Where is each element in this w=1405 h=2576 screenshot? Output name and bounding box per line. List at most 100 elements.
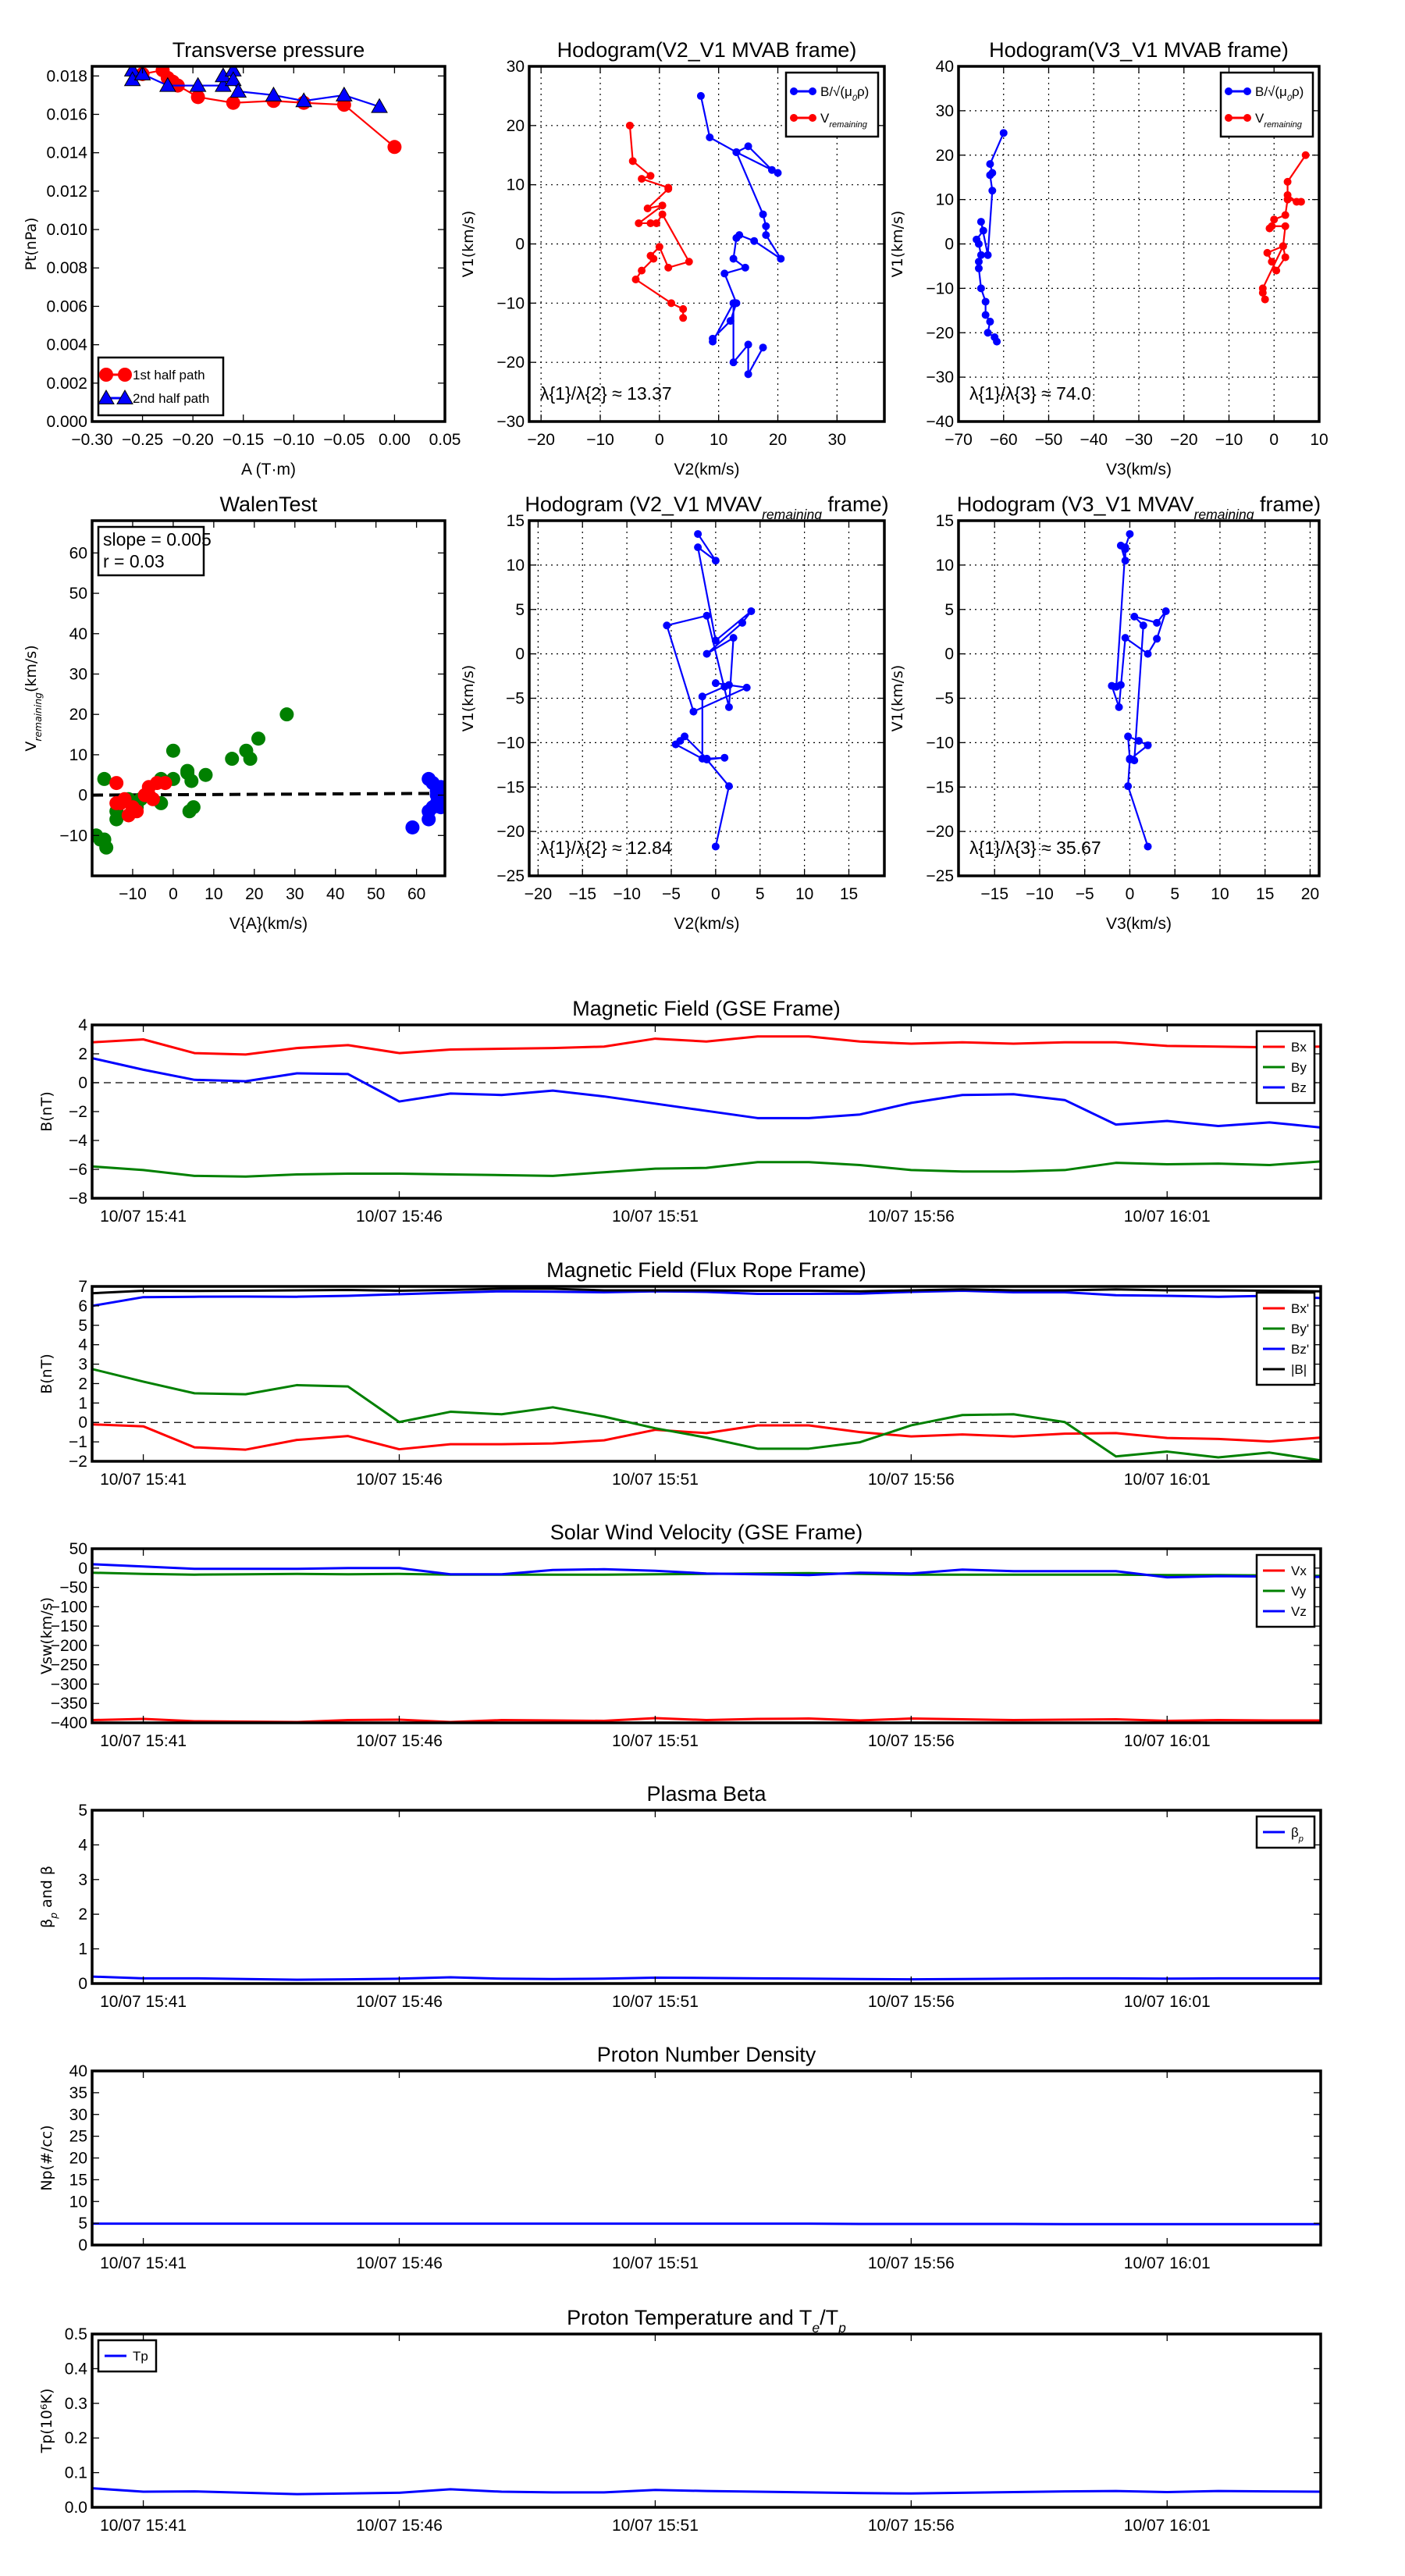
x-tick-label: 10 <box>710 431 727 449</box>
x-tick-label: 10/07 15:46 <box>356 1208 443 1226</box>
y-tick-label: 0.008 <box>46 259 87 277</box>
data-point-dot <box>720 753 729 762</box>
legend-label: By <box>1291 1060 1307 1075</box>
y-tick-label: −10 <box>926 734 954 752</box>
data-point-dot <box>664 263 673 272</box>
data-point-dot <box>646 172 655 180</box>
series-line-1 <box>92 1368 1321 1461</box>
data-point-dot <box>1116 681 1125 689</box>
data-point-dot <box>1281 222 1289 230</box>
data-point-dot <box>694 543 702 552</box>
y-tick-label: −20 <box>926 823 954 841</box>
data-point-circle <box>99 840 114 855</box>
data-point-dot <box>1153 635 1161 643</box>
axes-frame <box>91 1547 1322 1724</box>
x-tick-label: 10/07 16:01 <box>1124 2517 1211 2535</box>
data-point-triangle <box>265 86 283 101</box>
data-point-dot <box>1283 177 1292 186</box>
data-point-dot <box>679 304 688 313</box>
data-point-dot <box>759 343 767 352</box>
chart-title: Proton Temperature and Te/Tp <box>567 2306 846 2336</box>
data-point-dot <box>711 679 720 688</box>
data-point-dot <box>696 91 705 100</box>
plasma-beta-plot-area <box>92 1975 1321 1981</box>
eigenvalue-ratio-annotation: λ{1}/λ{3} ≈ 35.67 <box>969 838 1101 858</box>
y-tick-label: 0.000 <box>46 413 87 431</box>
data-point-dot <box>679 314 688 322</box>
hodogram-v2-v1-mvab-chart: −20 −10 0 10 20 30−30−20−100102030Hodogram(V2… <box>460 38 886 479</box>
x-tick-label: −15 <box>980 885 1008 903</box>
x-axis-label: V3(km/s) <box>1106 461 1172 479</box>
x-tick-label: 10/07 16:01 <box>1124 1208 1211 1226</box>
x-tick-label: 0 <box>711 885 720 903</box>
legend-label: B/√(μ0ρ) <box>820 84 869 103</box>
legend-label: Vz <box>1291 1604 1307 1619</box>
data-point-dot <box>774 169 782 177</box>
data-point-dot <box>1272 266 1281 275</box>
y-tick-label: 0 <box>78 1074 87 1092</box>
data-point-dot <box>694 530 702 539</box>
y-tick-label: −10 <box>496 734 525 752</box>
data-point-dot <box>1144 741 1152 749</box>
legend-label: Tp <box>133 2349 148 2364</box>
y-tick-label: −5 <box>935 690 954 708</box>
y-tick-label: −150 <box>51 1617 87 1635</box>
data-point-dot <box>729 254 738 263</box>
legend-marker <box>98 389 115 404</box>
x-tick-label: 20 <box>245 885 263 903</box>
y-tick-label: 0.4 <box>65 2360 88 2378</box>
data-point-dot <box>643 205 652 212</box>
y-tick-label: 10 <box>507 176 525 194</box>
x-tick-label: 0.00 <box>379 431 411 449</box>
data-point-triangle <box>335 86 353 101</box>
series-line-0 <box>666 533 752 847</box>
y-tick-label: 10 <box>69 2193 87 2211</box>
x-tick-label: −10 <box>119 885 147 903</box>
axes-frame <box>91 2332 1322 2509</box>
data-point-circle <box>251 731 266 746</box>
data-point-dot <box>1263 248 1272 257</box>
y-tick-label: −250 <box>51 1656 87 1674</box>
y-tick-label: 0 <box>515 646 525 664</box>
data-point-circle <box>184 774 199 788</box>
y-tick-label: −50 <box>59 1579 87 1597</box>
axes-frame <box>91 519 446 877</box>
legend-label: |B| <box>1291 1362 1307 1377</box>
x-tick-label: −20 <box>525 885 553 903</box>
magnetic-field-gse-plot-area <box>92 1035 1321 1178</box>
series-line-1 <box>628 125 690 318</box>
chart-title: WalenTest <box>219 493 318 516</box>
proton-number-density-chart: 10/07 15:41 10/07 15:46 10/07 15:51 10/07 1… <box>38 2043 1322 2272</box>
data-point-dot <box>724 782 733 791</box>
y-tick-label: −400 <box>51 1714 87 1732</box>
data-point-dot <box>667 299 675 308</box>
y-tick-label: 0 <box>78 1414 87 1432</box>
legend-label: Vremaining <box>820 111 868 130</box>
data-point-dot <box>689 707 698 716</box>
x-tick-label: 10 <box>795 885 813 903</box>
x-tick-label: 10/07 15:51 <box>612 1732 699 1750</box>
y-tick-label: −25 <box>496 867 525 885</box>
data-point-dot <box>744 370 752 379</box>
legend-marker <box>790 114 798 122</box>
y-tick-label: 0 <box>515 236 525 254</box>
x-tick-label: 10/07 15:46 <box>356 1732 443 1750</box>
axes-frame <box>91 65 446 423</box>
legend-label: Vx <box>1291 1564 1307 1578</box>
x-tick-label: 10/07 15:41 <box>100 1471 187 1489</box>
data-point-circle <box>422 812 436 827</box>
proton-temperature-chart: 10/07 15:41 10/07 15:46 10/07 15:51 10/07 1… <box>38 2306 1322 2535</box>
proton-number-density-plot-area <box>92 2222 1321 2226</box>
y-tick-label: −20 <box>496 823 525 841</box>
legend-frame <box>97 356 225 417</box>
plasma-beta-chart: 10/07 15:41 10/07 15:46 10/07 15:51 10/07 1… <box>38 1782 1322 2011</box>
data-point-dot <box>635 219 643 227</box>
stats-box-frame <box>97 525 205 577</box>
series-line-0 <box>1111 533 1167 847</box>
data-point-dot <box>625 121 634 130</box>
y-tick-label: 0.014 <box>46 144 87 162</box>
x-tick-label: 10/07 15:56 <box>868 1993 955 2011</box>
walen-test-plot-area <box>92 707 445 855</box>
data-point-dot <box>702 755 711 763</box>
